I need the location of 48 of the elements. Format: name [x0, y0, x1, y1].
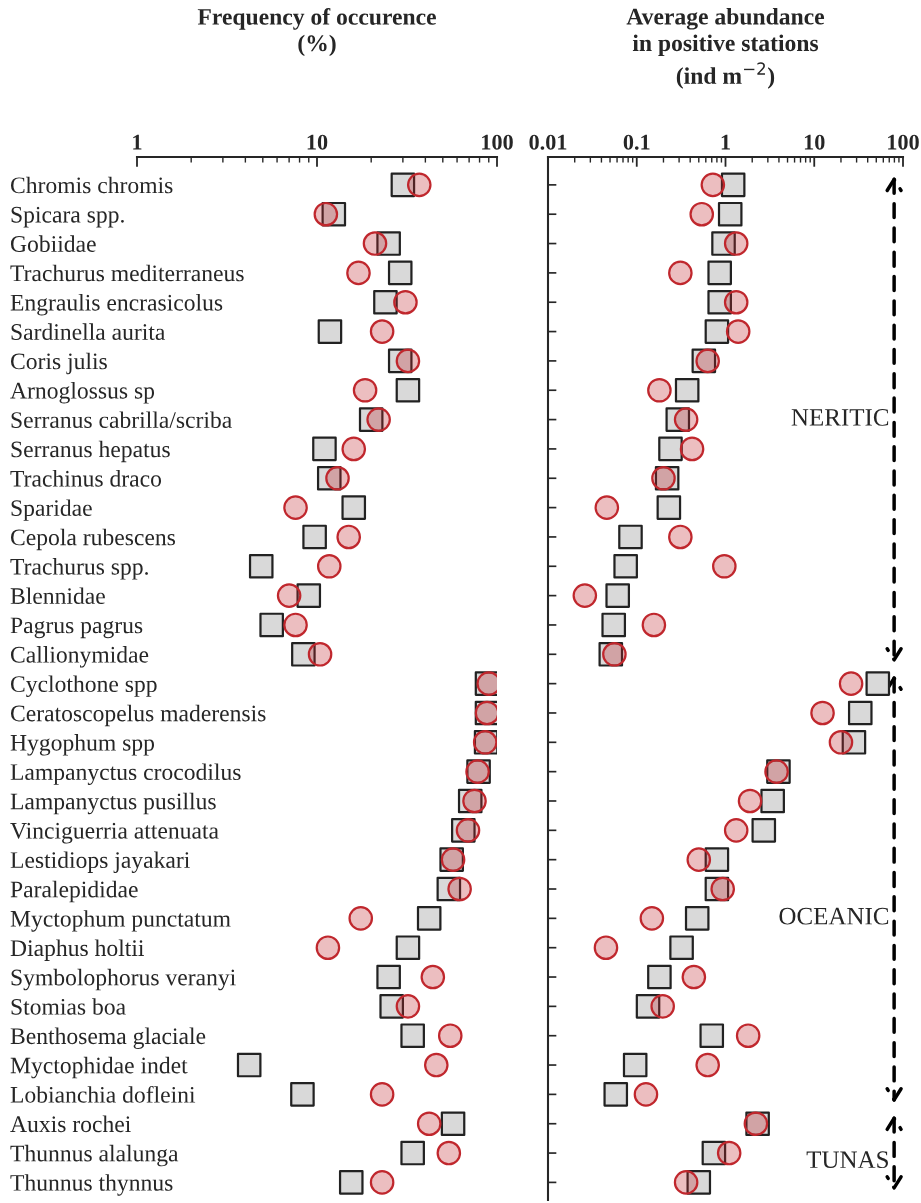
y-tick-label: Serranus cabrilla/scriba [11, 411, 232, 429]
y-tick-label: Diaphus holtii [10, 939, 144, 961]
y-tick-label: Coris julis [10, 352, 107, 375]
y-tick-label: Benthosema glaciale [10, 1027, 206, 1049]
y-tick-label: Chromis chromis [10, 176, 173, 194]
y-tick-label: Lobianchia dofleini [10, 1085, 196, 1103]
y-tick-label: Pagrus pagrus [10, 617, 143, 639]
y-tick-label: Spicara spp. [11, 206, 124, 228]
y-tick-label: Vinciguerria attenuata [10, 822, 219, 844]
x-tick-label: 1 [133, 134, 142, 150]
y-tick-label: Thunnus thynnus [10, 1174, 173, 1196]
y-tick-label: Auxis rochei [10, 1115, 131, 1133]
y-tick-label: Hygophum spp [10, 734, 155, 756]
y-tick-label: Lampanyctus crocodilus [10, 763, 241, 785]
y-tick-label: Ceratoscopelus maderensis [10, 704, 266, 727]
y-tick-label: Arnoglossus sp [10, 382, 155, 404]
y-tick-label: Blennidae [10, 587, 105, 605]
x-tick-label: 100 [482, 134, 513, 150]
y-tick-label: Serranus hepatus [11, 440, 170, 463]
y-tick-label: Myctophum punctatum [10, 910, 231, 932]
x-tick-label: 10 [804, 134, 825, 150]
y-tick-label: Trachurus spp. [10, 558, 148, 580]
y-tick-label: Myctophidae indet [10, 1056, 188, 1079]
y-tick-label: Symbolophorus veranyi [11, 968, 236, 991]
x-tick-label: 10 [307, 134, 328, 150]
annotation: OCEANIC [779, 907, 889, 925]
annotation: TUNAS [806, 1151, 888, 1169]
y-tick-label: Sparidae [11, 499, 92, 521]
y-tick-label: Engraulis encrasicolus [10, 294, 223, 316]
x-tick-label: 0.01 [529, 134, 567, 150]
y-tick-label: Stomias boa [11, 998, 126, 1015]
x-axis-title: Average abundance in positive stations (ind m$^{−2}$) [626, 8, 825, 89]
y-tick-label: Callionymidae [10, 646, 149, 668]
y-tick-label: Gobiidae [10, 235, 96, 252]
y-tick-label: Sardinella aurita [11, 323, 166, 340]
y-tick-label: Cepola rubescens [10, 528, 176, 551]
y-tick-label: Cyclothone spp [10, 675, 157, 697]
y-tick-label: Thunnus alalunga [10, 1144, 179, 1167]
x-tick-label: 0.1 [623, 134, 650, 150]
x-tick-label: 100 [888, 134, 919, 150]
y-tick-label: Lampanyctus pusillus [10, 792, 216, 815]
x-tick-label: 1 [721, 134, 730, 150]
y-tick-label: Trachinus draco [10, 470, 162, 487]
annotation: NERITIC [791, 409, 889, 426]
x-axis-title: Frequency of occurence (%) [197, 8, 436, 57]
y-tick-label: Paralepididae [10, 880, 138, 903]
y-tick-label: Trachurus mediterraneus [10, 264, 244, 282]
y-tick-label: Lestidiops jayakari [10, 851, 190, 873]
